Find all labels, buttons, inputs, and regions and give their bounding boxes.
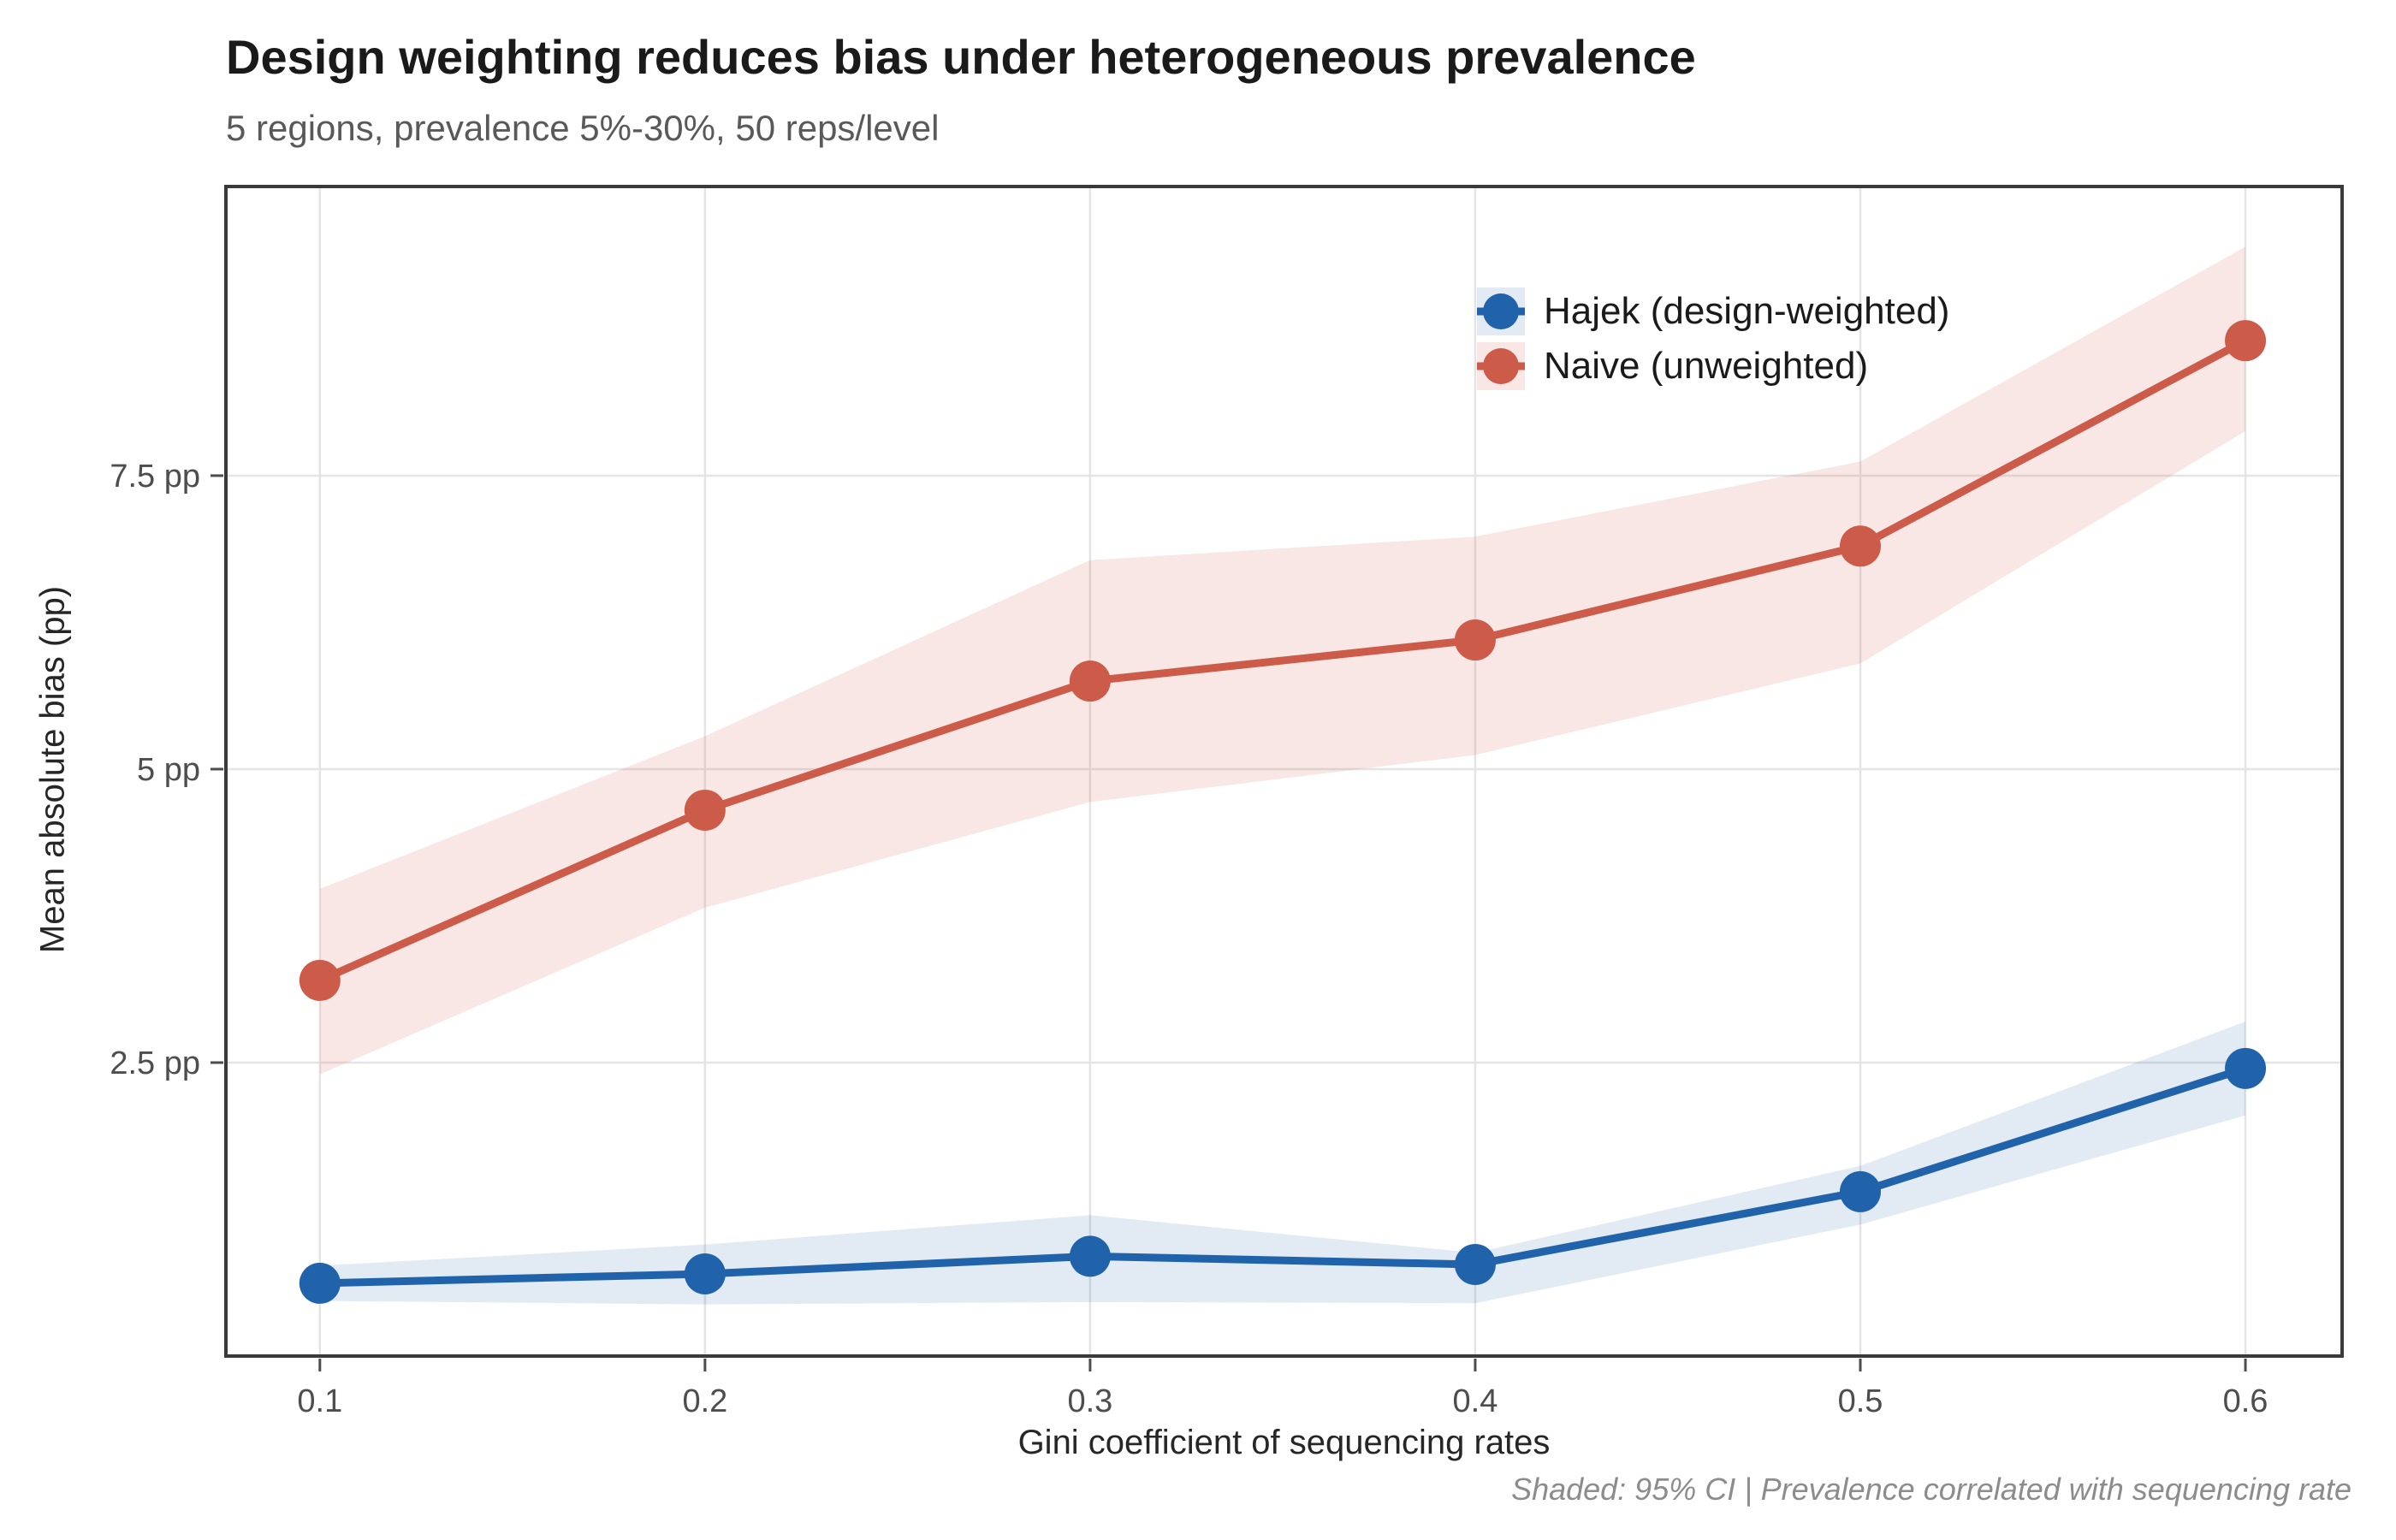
line-point-icon	[1477, 342, 1525, 390]
data-point	[1069, 660, 1111, 702]
y-tick-label: 2.5 pp	[110, 1045, 200, 1081]
legend-item-naive: Naive (unweighted)	[1477, 342, 1949, 390]
legend-key-naive	[1477, 342, 1525, 390]
data-point	[1069, 1235, 1111, 1277]
x-tick-label: 0.6	[2223, 1383, 2268, 1419]
x-tick-label: 0.1	[297, 1383, 342, 1419]
data-point	[1839, 525, 1881, 567]
y-tick-label: 7.5 pp	[110, 459, 200, 495]
legend: Hajek (design-weighted) Naive (unweighte…	[1477, 287, 1949, 390]
y-tick-label: 5 pp	[137, 752, 200, 788]
data-point	[1839, 1170, 1881, 1212]
line-point-icon	[1477, 287, 1525, 335]
data-point	[1454, 1243, 1496, 1285]
data-point	[299, 1262, 341, 1304]
chart-caption: Shaded: 95% CI | Prevalence correlated w…	[1511, 1472, 2352, 1507]
data-point	[684, 789, 726, 831]
series-line	[316, 336, 2250, 985]
page-title: Design weighting reduces bias under hete…	[226, 30, 1696, 84]
data-point	[2225, 1047, 2267, 1089]
data-point	[2225, 320, 2267, 362]
y-axis-title: Mean absolute bias (pp)	[33, 585, 72, 954]
x-tick-label: 0.5	[1838, 1383, 1883, 1419]
legend-label-naive: Naive (unweighted)	[1544, 345, 1869, 387]
x-tick-label: 0.3	[1067, 1383, 1112, 1419]
legend-label-hajek: Hajek (design-weighted)	[1544, 290, 1950, 332]
data-point	[299, 959, 341, 1001]
data-point	[684, 1253, 726, 1294]
data-point	[1454, 619, 1496, 661]
x-tick-label: 0.4	[1453, 1383, 1498, 1419]
x-axis-title: Gini coefficient of sequencing rates	[1017, 1424, 1551, 1461]
legend-item-hajek: Hajek (design-weighted)	[1477, 287, 1949, 335]
ci-ribbon	[319, 1021, 2246, 1305]
legend-key-hajek	[1477, 287, 1525, 335]
x-tick-label: 0.2	[682, 1383, 727, 1419]
series-line	[316, 1064, 2250, 1288]
chart-subtitle: 5 regions, prevalence 5%-30%, 50 reps/le…	[226, 108, 940, 148]
panel-border	[224, 185, 2344, 1358]
